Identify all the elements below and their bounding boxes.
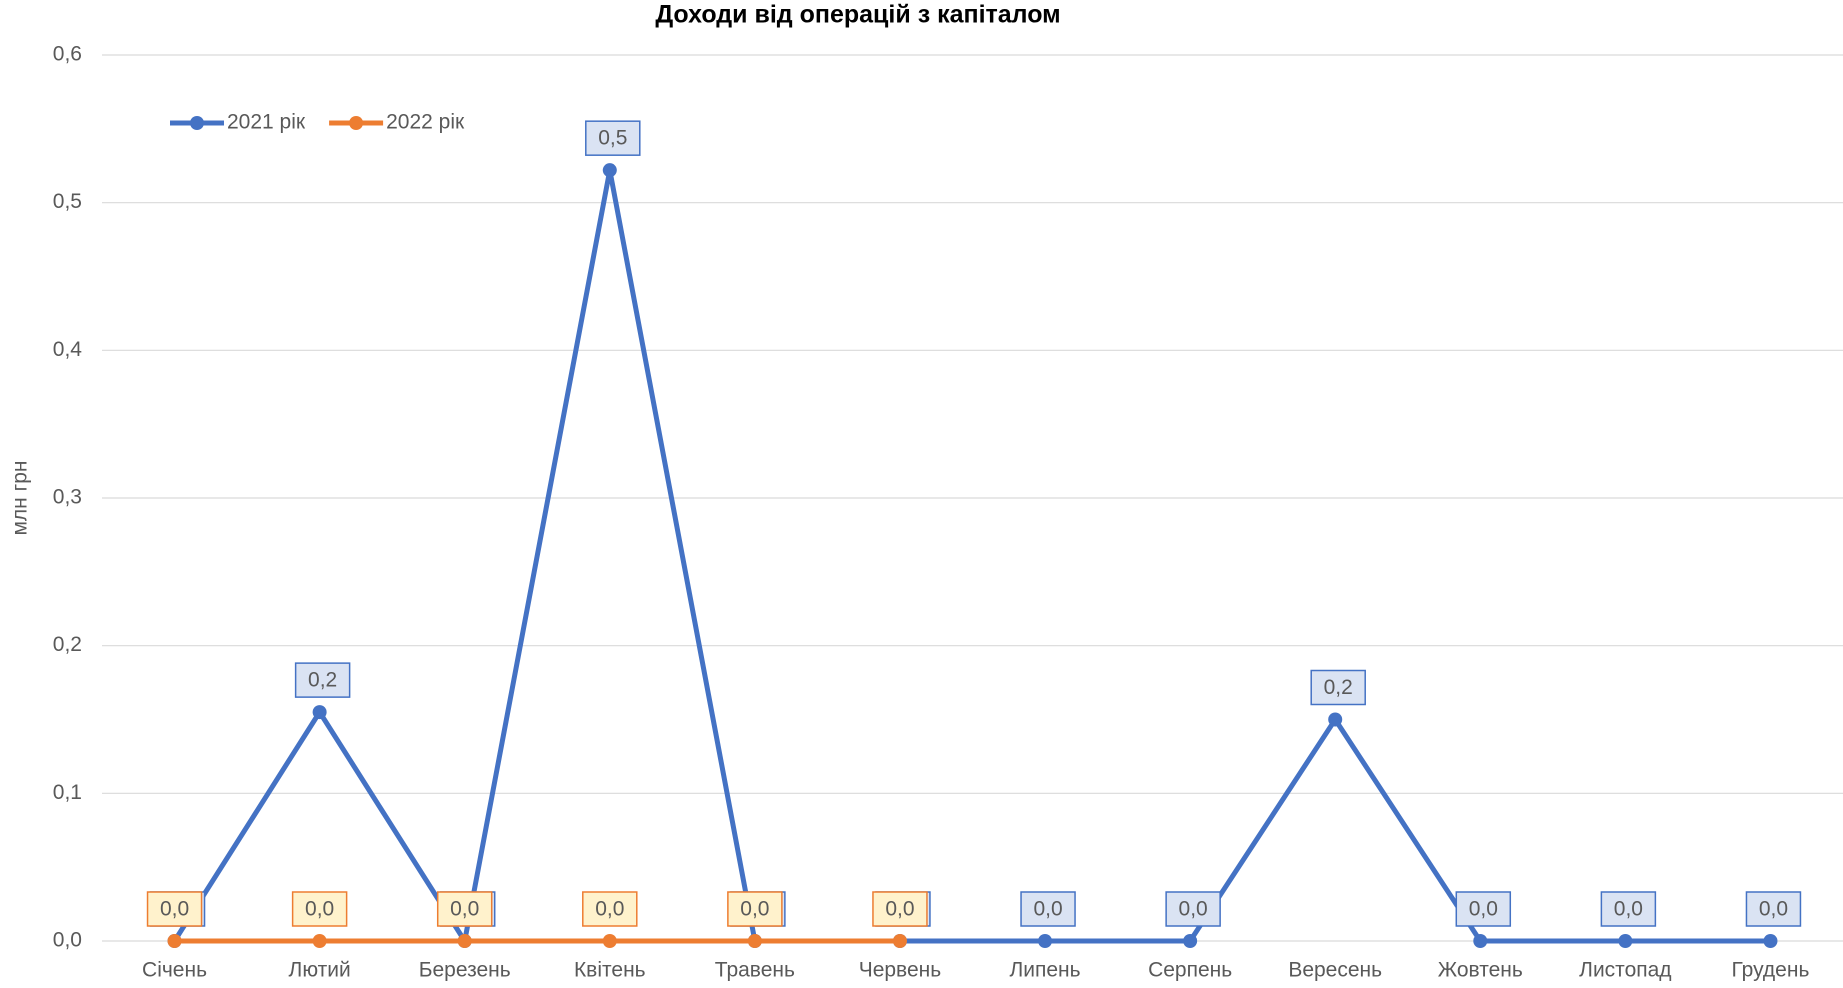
legend-label: 2021 рік bbox=[227, 111, 306, 134]
data-label-text: 0,0 bbox=[1469, 898, 1498, 921]
x-tick-label: Березень bbox=[419, 959, 511, 982]
data-label-text: 0,0 bbox=[450, 898, 479, 921]
y-tick-label: 0,1 bbox=[53, 781, 82, 804]
marker bbox=[892, 934, 907, 948]
marker bbox=[1763, 934, 1778, 948]
data-label-text: 0,0 bbox=[595, 898, 624, 921]
legend-item: 2021 рік bbox=[170, 111, 306, 134]
marker bbox=[457, 934, 472, 948]
data-label-text: 0,0 bbox=[1179, 898, 1208, 921]
marker bbox=[747, 934, 762, 948]
x-tick-label: Квітень bbox=[574, 959, 646, 982]
x-tick-label: Липень bbox=[1009, 959, 1080, 982]
data-label: 0,0 bbox=[1600, 891, 1657, 927]
series-line bbox=[172, 167, 1771, 944]
data-label: 0,0 bbox=[582, 891, 638, 927]
x-tick-label: Жовтень bbox=[1438, 959, 1523, 982]
marker bbox=[602, 163, 617, 178]
y-tick-label: 0,5 bbox=[53, 190, 82, 213]
data-label-text: 0,0 bbox=[305, 898, 334, 921]
data-label: 0,0 bbox=[146, 891, 203, 927]
marker bbox=[167, 934, 182, 948]
data-label-text: 0,0 bbox=[160, 898, 189, 921]
data-label-box bbox=[291, 891, 348, 927]
data-label: 0,0 bbox=[436, 891, 493, 927]
data-label: 0,0 bbox=[291, 891, 348, 927]
marker bbox=[602, 934, 617, 948]
data-label-box bbox=[582, 891, 638, 927]
data-label-text: 0,0 bbox=[885, 898, 914, 921]
data-label: 0,0 bbox=[1745, 891, 1802, 927]
marker bbox=[1618, 934, 1633, 948]
chart-title: Доходи від операцій з капіталом bbox=[655, 1, 1060, 29]
y-tick-label: 0,2 bbox=[53, 633, 82, 656]
data-label: 0,0 bbox=[1455, 891, 1512, 927]
data-label-box bbox=[1020, 891, 1076, 927]
data-label: 0,5 bbox=[585, 120, 641, 156]
data-label-box bbox=[727, 891, 783, 927]
x-tick-label: Лютий bbox=[289, 959, 351, 982]
y-tick-label: 0,3 bbox=[53, 486, 82, 509]
data-label-text: 0,0 bbox=[1759, 898, 1788, 921]
data-label-box bbox=[872, 891, 928, 927]
x-tick-label: Січень bbox=[142, 959, 207, 982]
marker bbox=[312, 705, 327, 720]
y-tick-label: 0,0 bbox=[53, 929, 82, 952]
data-label-box bbox=[585, 120, 641, 156]
y-axis-label: млн грн bbox=[9, 460, 32, 535]
legend-marker bbox=[190, 116, 204, 130]
data-label: 0,0 bbox=[727, 891, 783, 927]
data-label-box bbox=[1455, 891, 1512, 927]
data-label: 0,0 bbox=[872, 891, 928, 927]
marker bbox=[1473, 934, 1488, 948]
x-tick-label: Вересень bbox=[1288, 959, 1382, 982]
marker bbox=[1328, 712, 1343, 727]
data-label: 0,2 bbox=[294, 662, 351, 698]
data-label-box bbox=[1600, 891, 1657, 927]
y-tick-label: 0,4 bbox=[53, 338, 83, 361]
x-tick-label: Травень bbox=[715, 959, 795, 982]
x-tick-label: Серпень bbox=[1148, 959, 1232, 982]
data-label-box bbox=[294, 662, 351, 698]
y-tick-label: 0,6 bbox=[53, 43, 82, 66]
data-label: 0,0 bbox=[1020, 891, 1076, 927]
x-tick-label: Червень bbox=[859, 959, 942, 982]
data-label-box bbox=[436, 891, 493, 927]
legend-item: 2022 рік bbox=[329, 111, 465, 134]
data-label: 0,2 bbox=[1310, 669, 1366, 706]
marker bbox=[1183, 934, 1198, 948]
data-label-text: 0,0 bbox=[1033, 898, 1062, 921]
data-label-box bbox=[1745, 891, 1802, 927]
data-label-text: 0,0 bbox=[1614, 898, 1643, 921]
marker bbox=[312, 934, 327, 948]
x-tick-label: Листопад bbox=[1579, 959, 1671, 982]
data-label-text: 0,2 bbox=[1324, 676, 1353, 699]
data-label: 0,0 bbox=[1165, 891, 1221, 927]
x-tick-label: Грудень bbox=[1731, 959, 1809, 982]
data-label-box bbox=[1165, 891, 1221, 927]
data-label-box bbox=[146, 891, 203, 927]
legend-marker bbox=[349, 116, 364, 130]
data-label-text: 0,5 bbox=[598, 127, 627, 150]
data-label-box bbox=[1310, 669, 1366, 706]
data-label-text: 0,2 bbox=[308, 669, 337, 692]
data-label-text: 0,0 bbox=[740, 898, 769, 921]
legend-label: 2022 рік bbox=[386, 111, 465, 134]
marker bbox=[1038, 934, 1053, 948]
